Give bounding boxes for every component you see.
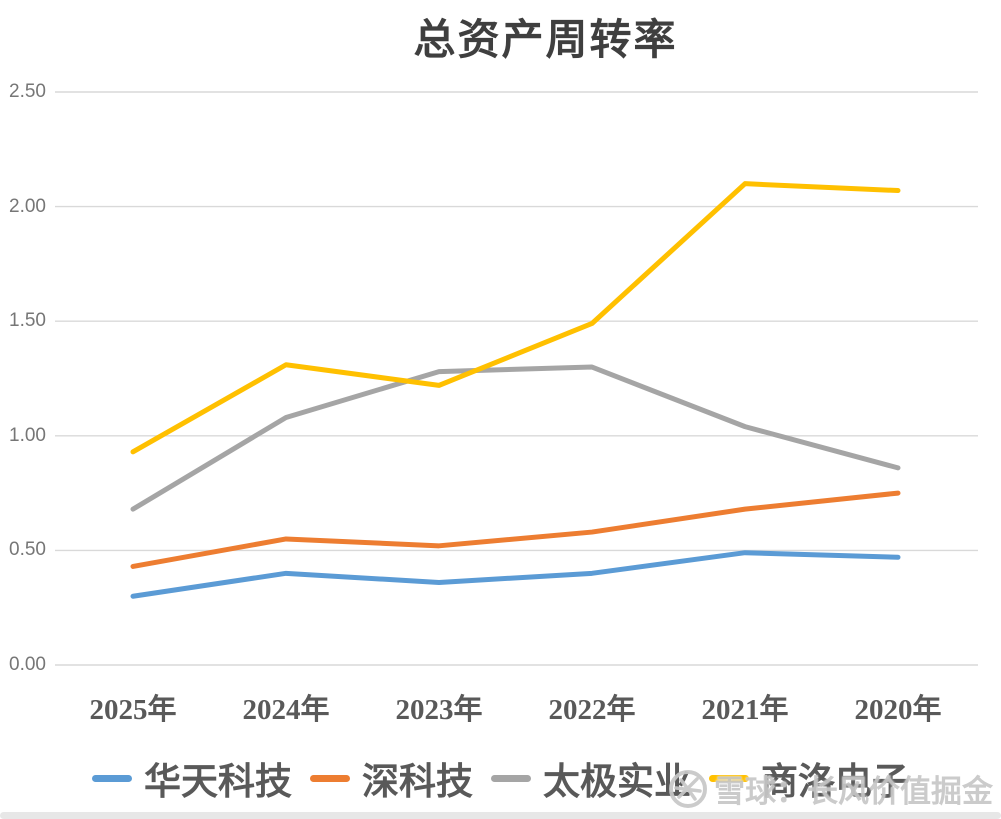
series-lines bbox=[130, 181, 901, 599]
legend-item-深科技: 深科技 bbox=[310, 751, 473, 805]
bottom-divider-bar bbox=[0, 812, 1001, 819]
legend-item-商洛电子: 商洛电子 bbox=[709, 751, 909, 805]
x-tick-label: 2023年 bbox=[395, 694, 483, 726]
x-tick-label: 2024年 bbox=[242, 694, 330, 726]
y-tick-label: 2.50 bbox=[9, 81, 46, 102]
series-line-商洛电子 bbox=[130, 181, 901, 455]
legend-item-华天科技: 华天科技 bbox=[92, 751, 292, 805]
y-tick-label: 2.00 bbox=[9, 195, 46, 217]
x-tick-label: 2025年 bbox=[89, 694, 177, 726]
series-line-深科技 bbox=[130, 490, 901, 569]
legend-label: 商洛电子 bbox=[761, 762, 909, 803]
legend-label: 太极实业 bbox=[543, 762, 691, 803]
legend-item-太极实业: 太极实业 bbox=[491, 751, 691, 805]
legend-swatch-icon bbox=[709, 774, 749, 782]
legend-swatch-icon bbox=[310, 774, 350, 782]
legend-label: 深科技 bbox=[362, 762, 473, 803]
y-tick-label: 1.50 bbox=[9, 310, 46, 332]
y-tick-label: 1.00 bbox=[9, 424, 46, 446]
x-tick-label: 2022年 bbox=[548, 694, 636, 726]
x-tick-label: 2020年 bbox=[854, 694, 942, 726]
y-tick-label: 0.00 bbox=[9, 654, 46, 675]
legend: 华天科技 深科技 太极实业 商洛电子 bbox=[0, 752, 1001, 804]
series-line-华天科技 bbox=[130, 550, 901, 599]
x-tick-label: 2021年 bbox=[701, 694, 789, 726]
legend-swatch-icon bbox=[491, 774, 531, 782]
chart-title: 总资产周转率 bbox=[413, 18, 678, 64]
series-line-太极实业 bbox=[130, 364, 901, 512]
legend-swatch-icon bbox=[92, 774, 132, 782]
y-tick-label: 0.50 bbox=[9, 539, 46, 561]
legend-label: 华天科技 bbox=[144, 762, 292, 803]
